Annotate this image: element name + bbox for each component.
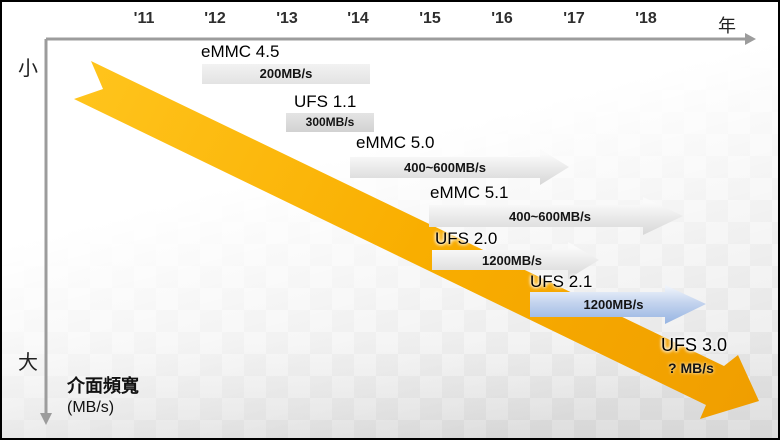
year-axis-unit-label: 年 <box>718 16 736 36</box>
speed-emmc-5-1: 400~600MB/s <box>508 209 592 224</box>
year-tick-17: '17 <box>563 10 585 27</box>
speed-ufs-1-1: 300MB/s <box>305 115 355 129</box>
year-tick-16: '16 <box>491 10 513 27</box>
speed-emmc-4-5: 200MB/s <box>259 66 313 81</box>
year-tick-15: '15 <box>419 10 441 27</box>
tech-label-ufs-1-1: UFS 1.1 <box>294 92 357 111</box>
year-tick-18: '18 <box>635 10 657 27</box>
year-tick-11: '11 <box>133 10 155 27</box>
tech-label-emmc-4-5: eMMC 4.5 <box>201 42 280 61</box>
tech-label-emmc-5-0: eMMC 5.0 <box>356 133 435 152</box>
y-axis <box>40 39 52 425</box>
year-tick-14: '14 <box>347 10 369 27</box>
speed-emmc-5-0: 400~600MB/s <box>403 160 487 175</box>
x-axis-arrowhead-icon <box>745 33 756 45</box>
tech-label-ufs-2-1: UFS 2.1 <box>530 272 593 291</box>
bar-emmc-4-5: 200MB/s <box>202 64 370 84</box>
y-axis-small-label: 小 <box>18 58 38 80</box>
y-axis-title-unit: (MB/s) <box>67 399 115 416</box>
trend-arrow-icon <box>74 61 759 419</box>
y-axis-title: 介面頻寬 (MB/s) <box>67 376 139 418</box>
bar-ufs-1-1: 300MB/s <box>286 113 374 132</box>
year-tick-13: '13 <box>276 10 298 27</box>
x-axis <box>46 33 756 45</box>
speed-ufs-3-0: ? MB/s <box>668 360 714 376</box>
y-axis-title-text: 介面頻寬 <box>67 376 139 396</box>
year-tick-12: '12 <box>204 10 226 27</box>
speed-ufs-2-1: 1200MB/s <box>583 297 644 312</box>
tech-label-ufs-2-0: UFS 2.0 <box>435 229 498 248</box>
speed-ufs-2-0: 1200MB/s <box>482 253 542 268</box>
y-axis-large-label: 大 <box>18 352 38 374</box>
tech-label-emmc-5-1: eMMC 5.1 <box>430 183 509 202</box>
tech-label-ufs-3-0: UFS 3.0 <box>660 335 728 355</box>
y-axis-arrowhead-icon <box>40 413 52 425</box>
